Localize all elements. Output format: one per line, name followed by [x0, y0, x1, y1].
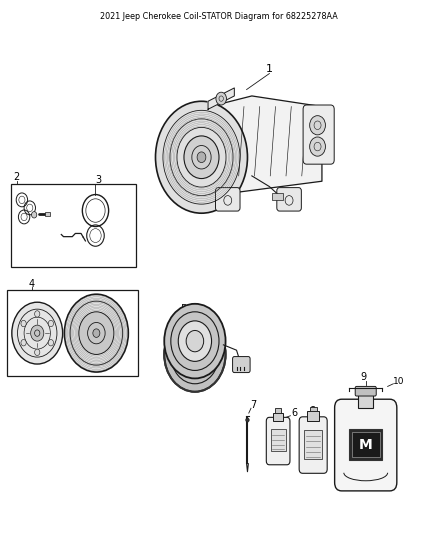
Circle shape [178, 334, 212, 375]
Circle shape [186, 344, 204, 365]
Circle shape [164, 317, 226, 392]
Circle shape [184, 136, 219, 179]
FancyBboxPatch shape [335, 399, 397, 491]
Circle shape [64, 294, 128, 372]
Circle shape [155, 101, 247, 213]
Bar [310, 407, 317, 411]
Bar [307, 411, 319, 421]
Circle shape [35, 349, 40, 356]
FancyBboxPatch shape [303, 105, 334, 164]
Text: 8: 8 [310, 407, 316, 416]
Circle shape [246, 418, 249, 422]
Bar [273, 413, 283, 421]
FancyBboxPatch shape [266, 417, 290, 465]
Polygon shape [208, 88, 234, 109]
Text: 3: 3 [95, 175, 102, 185]
Text: 1: 1 [266, 64, 273, 74]
Circle shape [310, 116, 325, 135]
Circle shape [21, 320, 26, 327]
Circle shape [186, 330, 204, 352]
Circle shape [178, 321, 212, 361]
Circle shape [93, 329, 100, 337]
FancyBboxPatch shape [277, 188, 301, 211]
Text: 5: 5 [180, 304, 186, 314]
Bar [45, 212, 50, 216]
Text: 4: 4 [28, 279, 35, 288]
Bar [11, 184, 136, 266]
Bar [272, 193, 283, 200]
Circle shape [48, 320, 53, 327]
FancyBboxPatch shape [215, 188, 240, 211]
Polygon shape [199, 96, 322, 197]
FancyBboxPatch shape [299, 417, 327, 473]
Circle shape [79, 312, 114, 354]
Bar [349, 429, 382, 460]
Circle shape [197, 152, 206, 163]
Bar [7, 290, 138, 376]
Circle shape [12, 302, 63, 364]
Text: 2: 2 [14, 172, 20, 182]
Text: 10: 10 [393, 377, 404, 385]
Bar [271, 429, 286, 451]
Circle shape [164, 304, 226, 378]
Text: 2021 Jeep Cherokee Coil-STATOR Diagram for 68225278AA: 2021 Jeep Cherokee Coil-STATOR Diagram f… [100, 12, 338, 21]
Bar [275, 408, 281, 413]
Text: 6: 6 [292, 408, 298, 418]
FancyBboxPatch shape [169, 325, 221, 362]
Circle shape [310, 137, 325, 156]
Circle shape [31, 325, 44, 341]
Text: 9: 9 [360, 373, 366, 382]
FancyBboxPatch shape [233, 357, 250, 373]
FancyBboxPatch shape [355, 386, 376, 396]
Bar [304, 430, 322, 459]
Text: 7: 7 [250, 400, 256, 410]
Circle shape [21, 340, 26, 346]
Circle shape [32, 212, 37, 218]
Text: M: M [359, 438, 373, 451]
Circle shape [48, 340, 53, 346]
Bar [358, 394, 373, 408]
Bar [352, 432, 380, 457]
Circle shape [35, 311, 40, 317]
Circle shape [216, 92, 226, 105]
